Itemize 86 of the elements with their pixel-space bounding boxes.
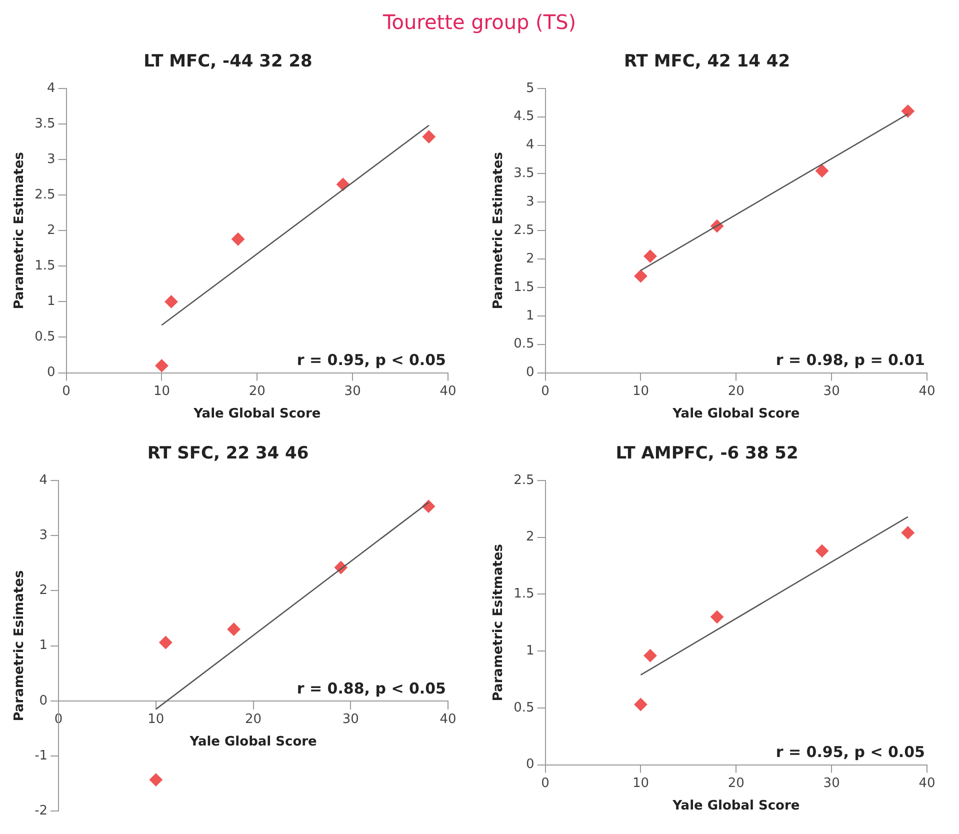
y-tick-label: 2 (39, 583, 48, 598)
y-tick-label: 0 (526, 757, 534, 772)
point (901, 526, 914, 540)
annotation: r = 0.88, p < 0.05 (296, 679, 446, 698)
point (227, 622, 240, 636)
point (634, 270, 648, 283)
y-tick-label: 3.5 (34, 116, 56, 132)
text: Tourette group (TS) (382, 9, 578, 36)
point (710, 610, 724, 624)
point (901, 104, 914, 118)
y-tick-label: 2.5 (514, 222, 534, 238)
x-tick-label: 0 (62, 384, 70, 399)
y-tick-label: 0 (46, 365, 56, 380)
chart-title: RT SFC, 22 34 46 (147, 444, 309, 464)
y-tick-label: 3.5 (514, 166, 534, 182)
x-axis-title: Yale Global Score (672, 406, 800, 422)
x-tick-label: 10 (632, 384, 649, 399)
chart-title: RT MFC, 42 14 42 (624, 52, 790, 72)
annotation: r = 0.95, p < 0.05 (776, 743, 925, 762)
y-tick-label: 4 (526, 138, 534, 153)
point (159, 636, 172, 649)
y-tick-label: 2 (526, 530, 534, 545)
x-axis-title: Yale Global Score (188, 734, 318, 750)
y-tick-label: 0 (526, 365, 534, 380)
y-axis-title: Parametric Esimates (12, 570, 28, 722)
annotation: r = 0.95, p < 0.05 (296, 351, 446, 370)
y-tick-label: 0 (39, 693, 48, 708)
y-tick-label: 1.5 (514, 586, 534, 602)
chart-title: LT MFC, -44 32 28 (144, 52, 312, 72)
y-tick-label: 4.5 (514, 109, 534, 124)
y-tick-label: 3 (526, 194, 534, 210)
y-tick-label: 1.5 (514, 280, 534, 295)
y-tick-label: 3 (39, 528, 48, 543)
point (644, 250, 657, 263)
y-tick-label: 2 (526, 251, 534, 266)
y-tick-label: 1.5 (34, 258, 56, 274)
chart-title: LT AMPFC, -6 38 52 (616, 444, 798, 464)
y-tick-label: 5 (526, 80, 534, 96)
x-tick-label: 40 (918, 776, 936, 791)
x-tick-label: 40 (918, 384, 936, 399)
y-axis-title: Parametric Esitmates (491, 544, 506, 702)
x-tick-label: 20 (728, 776, 744, 791)
x-tick-label: 20 (728, 384, 744, 399)
point (816, 164, 829, 178)
point (644, 649, 657, 662)
x-tick-label: 40 (440, 712, 456, 728)
x-tick-label: 40 (440, 384, 456, 399)
y-tick-label: 0.5 (34, 330, 56, 345)
point (149, 773, 162, 786)
y-tick-label: 1 (526, 643, 534, 658)
point (164, 295, 178, 308)
x-tick-label: 0 (541, 384, 550, 399)
x-tick-label: 10 (148, 712, 164, 728)
y-tick-label: 4 (46, 80, 56, 96)
y-axis-title: Parametric Estimates (12, 152, 28, 310)
x-tick-label: 20 (248, 384, 266, 399)
y-axis-title: Parametric Estimates (491, 152, 506, 310)
y-tick-label: 1 (526, 308, 534, 324)
x-tick-label: 10 (632, 776, 649, 791)
point (634, 698, 648, 712)
y-tick-label: 4 (39, 472, 48, 488)
x-tick-label: 30 (344, 384, 361, 399)
y-tick-label: 1 (39, 638, 48, 654)
y-tick-label: 2.5 (34, 187, 56, 202)
x-tick-label: 30 (823, 776, 840, 791)
y-tick-label: 3 (46, 152, 56, 167)
point (155, 359, 168, 372)
x-axis-title: Yale Global Score (672, 798, 800, 814)
x-tick-label: 10 (153, 384, 170, 399)
y-tick-label: -2 (34, 804, 48, 819)
point (816, 544, 829, 558)
point (232, 232, 245, 246)
y-tick-label: 1 (46, 294, 56, 310)
point (336, 178, 350, 191)
x-axis-title: Yale Global Score (192, 406, 321, 422)
y-tick-label: 2 (46, 222, 56, 238)
x-tick-label: 0 (541, 776, 550, 791)
y-tick-label: 0.5 (514, 336, 534, 352)
y-tick-label: 0.5 (514, 700, 534, 716)
annotation: r = 0.98, p = 0.01 (776, 351, 925, 370)
point (422, 130, 436, 144)
y-tick-label: -1 (34, 748, 48, 764)
y-tick-label: 2.5 (514, 472, 534, 488)
x-tick-label: 30 (823, 384, 840, 399)
x-tick-label: 30 (342, 712, 359, 728)
x-tick-label: 20 (245, 712, 262, 728)
